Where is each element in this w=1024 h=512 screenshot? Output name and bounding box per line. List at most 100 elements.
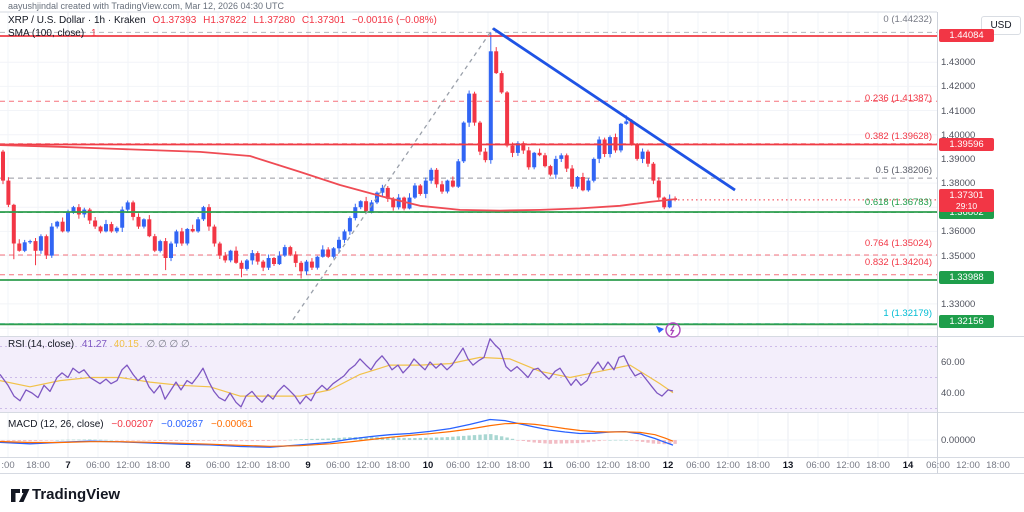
candle-body (272, 258, 276, 264)
tradingview-logo-icon[interactable] (10, 486, 30, 507)
chart-canvas[interactable] (0, 0, 1024, 474)
candle-body (402, 197, 407, 209)
macd-hist-bar (109, 440, 114, 441)
candle-body (174, 231, 179, 244)
candle-body (456, 161, 461, 187)
candle-body (282, 247, 287, 256)
macd-hist-bar (169, 440, 173, 441)
macd-hist-bar (402, 437, 406, 440)
macd-hist-bar (418, 437, 422, 440)
candle-body (66, 212, 70, 232)
macd-hist-bar (608, 440, 612, 441)
candle-body (412, 185, 417, 198)
macd-hist-bar (294, 439, 298, 441)
candle-body (320, 249, 325, 257)
macd-hist-bar (602, 440, 607, 441)
candle-body (434, 169, 439, 185)
macd-hist-bar (668, 440, 672, 444)
candle-body (391, 198, 396, 208)
candle-body (33, 241, 38, 251)
candle-body (364, 201, 369, 213)
candle-body (93, 220, 98, 227)
macd-hist-bar (489, 434, 493, 440)
candle-body (326, 249, 331, 257)
candle-body (591, 158, 596, 181)
macd-hist-bar (429, 437, 433, 440)
candle-body (22, 242, 27, 251)
macd-hist-bar (28, 440, 32, 442)
candle-body (169, 243, 173, 258)
candle-body (71, 207, 76, 212)
macd-hist-bar (424, 437, 428, 440)
macd-hist-bar (158, 440, 162, 441)
macd-hist-bar (434, 437, 439, 440)
candle-body (553, 158, 558, 175)
candle-body (228, 250, 233, 261)
macd-hist-bar (619, 439, 623, 441)
candle-body (505, 92, 510, 146)
candle-body (440, 184, 444, 192)
macd-hist-bar (66, 439, 70, 441)
candle-body (104, 224, 108, 232)
macd-hist-bar (516, 440, 520, 441)
candle-body (212, 226, 217, 244)
candle-body (131, 202, 136, 217)
candle-body (467, 93, 472, 123)
candle-body (217, 243, 222, 256)
candle-body (564, 155, 569, 169)
candle-body (147, 219, 152, 237)
macd-hist-bar (326, 438, 330, 440)
macd-hist-bar (413, 438, 417, 440)
macd-hist-bar (288, 439, 292, 441)
candle-body (342, 231, 347, 240)
macd-hist-bar (537, 440, 542, 443)
macd-hist-bar (499, 436, 504, 440)
candle-body (532, 152, 537, 168)
macd-hist-bar (462, 435, 466, 440)
macd-hist-bar (218, 440, 222, 441)
macd-hist-bar (256, 440, 260, 441)
rsi-ma-line (0, 356, 674, 397)
candle-body (309, 261, 314, 268)
trend-line (292, 28, 494, 320)
candle-body (293, 254, 298, 263)
macd-hist-bar (71, 439, 76, 441)
macd-hist-bar (304, 439, 309, 440)
macd-hist-bar (153, 440, 157, 441)
macd-hist-bar (359, 437, 363, 440)
candle-body (255, 253, 260, 262)
macd-hist-bar (391, 437, 395, 440)
macd-hist-bar (472, 435, 477, 440)
sma-line (0, 144, 678, 212)
macd-hist-bar (283, 440, 287, 441)
macd-hist-bar (250, 440, 254, 442)
candle-body (304, 261, 309, 272)
macd-hist-bar (646, 440, 650, 443)
candle-body (250, 253, 255, 261)
macd-hist-bar (673, 440, 677, 444)
macd-signal-line (0, 422, 674, 447)
macd-hist-bar (575, 440, 580, 444)
candle-body (114, 227, 119, 232)
candle-body (483, 151, 488, 161)
candle-body (461, 122, 466, 162)
macd-hist-bar (586, 440, 591, 443)
macd-hist-bar (88, 439, 92, 440)
macd-hist-bar (50, 440, 54, 441)
macd-hist-bar (44, 440, 49, 441)
macd-hist-bar (6, 440, 11, 441)
rsi-band (0, 337, 937, 412)
candle-body (261, 261, 266, 268)
macd-hist-bar (245, 440, 249, 442)
candle-body (38, 236, 43, 251)
macd-hist-bar (478, 434, 482, 440)
macd-hist-bar (234, 440, 238, 442)
macd-hist-bar (261, 440, 265, 441)
macd-hist-bar (510, 438, 515, 440)
macd-hist-bar (60, 439, 65, 441)
candle-body (418, 185, 423, 194)
macd-hist-bar (532, 440, 536, 443)
macd-hist-bar (386, 437, 390, 440)
tradingview-brand-text[interactable]: TradingView (32, 486, 121, 503)
candle-body (369, 202, 374, 213)
